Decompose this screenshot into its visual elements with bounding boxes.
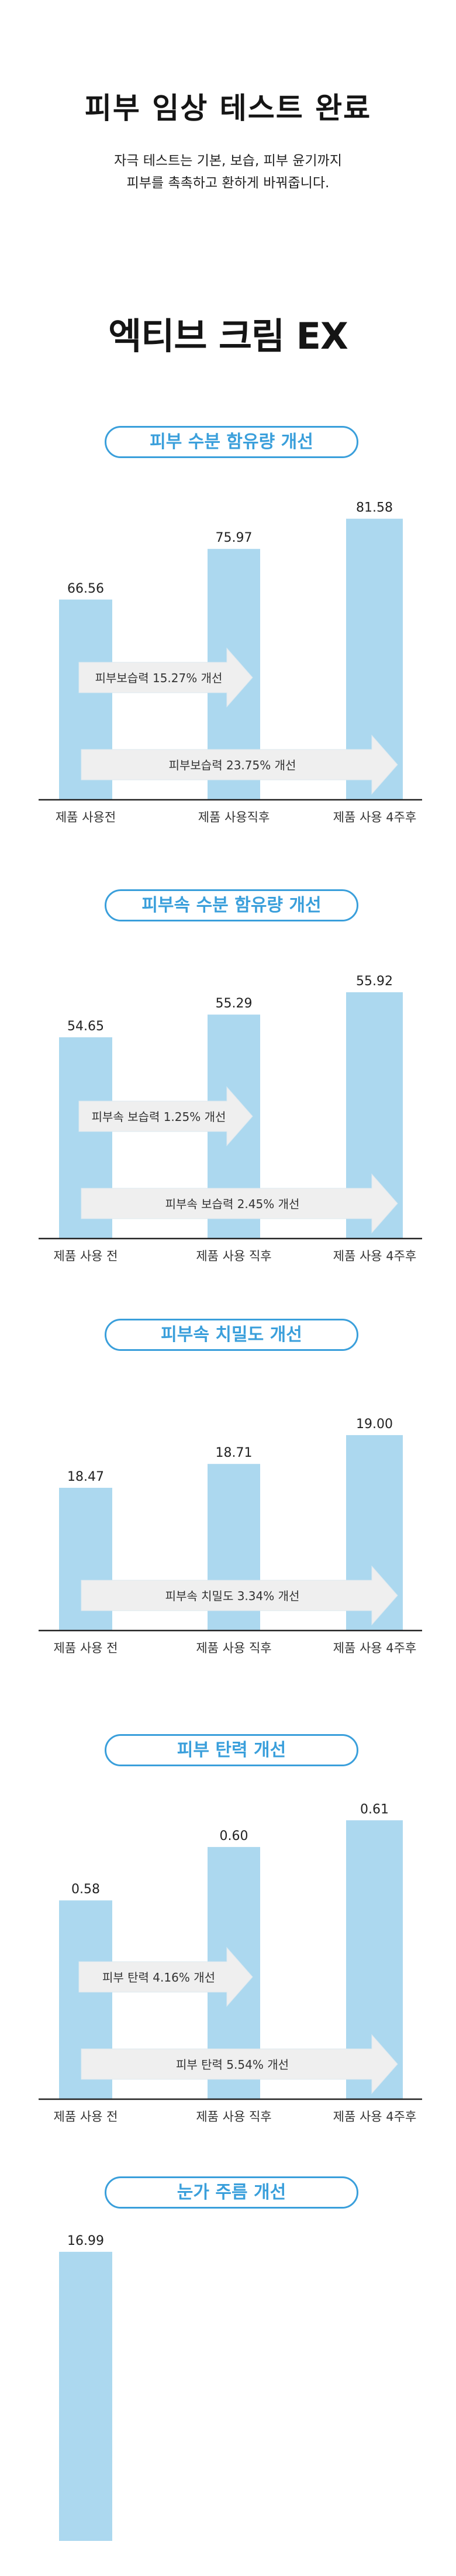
x-tick-label: 제품 사용 직후	[196, 1641, 271, 1655]
improvement-label: 피부 탄력 5.54% 개선	[176, 2058, 289, 2072]
x-tick-label: 제품 사용 4주후	[333, 810, 417, 824]
value-label: 0.58	[71, 1882, 100, 1897]
improvement-arrow	[78, 1946, 253, 2007]
bar	[59, 2251, 112, 2541]
improvement-arrow	[81, 734, 398, 795]
improvement-label: 피부 탄력 4.16% 개선	[102, 1970, 215, 1985]
improvement-label: 피부보습력 15.27% 개선	[95, 671, 223, 685]
value-label: 54.65	[67, 1019, 104, 1034]
x-tick-label: 제품 사용 4주후	[333, 1249, 417, 1263]
x-tick-label: 제품 사용 직후	[196, 2110, 271, 2124]
value-label: 66.56	[67, 582, 104, 596]
x-tick-label: 제품 사용 전	[54, 1249, 118, 1263]
x-tick-label: 제품 사용 전	[54, 1641, 118, 1655]
improvement-arrow	[78, 647, 253, 708]
improvement-label: 피부속 보습력 2.45% 개선	[165, 1197, 300, 1211]
improvement-label: 피부속 보습력 1.25% 개선	[92, 1110, 226, 1124]
chart-title-pill: 피부 수분 함유량 개선	[105, 426, 358, 458]
value-label: 18.47	[67, 1470, 104, 1484]
value-label: 16.99	[67, 2234, 104, 2248]
page-subtitle: 자극 테스트는 기본, 보습, 피부 윤기까지 피부를 촉촉하고 환하게 바꿔줍…	[0, 150, 456, 194]
chart-title-pill: 피부속 치밀도 개선	[105, 1319, 358, 1351]
subtitle-line: 피부를 촉촉하고 환하게 바꿔줍니다.	[126, 176, 330, 191]
chart-title-pill: 눈가 주름 개선	[105, 2176, 358, 2209]
product-name: 엑티브 크림 EX	[108, 315, 348, 357]
x-tick-label: 제품 사용 직후	[196, 1249, 271, 1263]
value-label: 75.97	[216, 531, 253, 545]
value-label: 55.92	[356, 974, 393, 989]
value-label: 18.71	[216, 1446, 253, 1460]
value-label: 55.29	[216, 996, 253, 1011]
improvement-label: 피부보습력 23.75% 개선	[169, 758, 296, 772]
value-label: 0.61	[360, 1802, 389, 1817]
x-tick-label: 제품 사용직후	[198, 810, 270, 824]
improvement-arrow	[81, 2034, 398, 2094]
value-label: 0.60	[220, 1829, 248, 1844]
page-title: 피부 임상 테스트 완료	[84, 91, 372, 125]
x-tick-label: 제품 사용전	[56, 810, 116, 824]
improvement-arrow	[81, 1173, 398, 1234]
x-tick-label: 제품 사용 4주후	[333, 1641, 417, 1655]
x-tick-label: 제품 사용 4주후	[333, 2110, 417, 2124]
value-label: 81.58	[356, 501, 393, 515]
x-tick-label: 제품 사용 전	[54, 2110, 118, 2124]
chart-title-pill: 피부속 수분 함유량 개선	[105, 889, 358, 921]
improvement-label: 피부속 치밀도 3.34% 개선	[165, 1589, 300, 1603]
subtitle-line: 자극 테스트는 기본, 보습, 피부 윤기까지	[114, 153, 342, 168]
bar-chart: 16.99	[59, 2234, 112, 2541]
improvement-arrow	[81, 1565, 398, 1626]
improvement-arrow	[78, 1086, 253, 1147]
chart-title-pill: 피부 탄력 개선	[105, 1734, 358, 1766]
value-label: 19.00	[356, 1417, 393, 1432]
